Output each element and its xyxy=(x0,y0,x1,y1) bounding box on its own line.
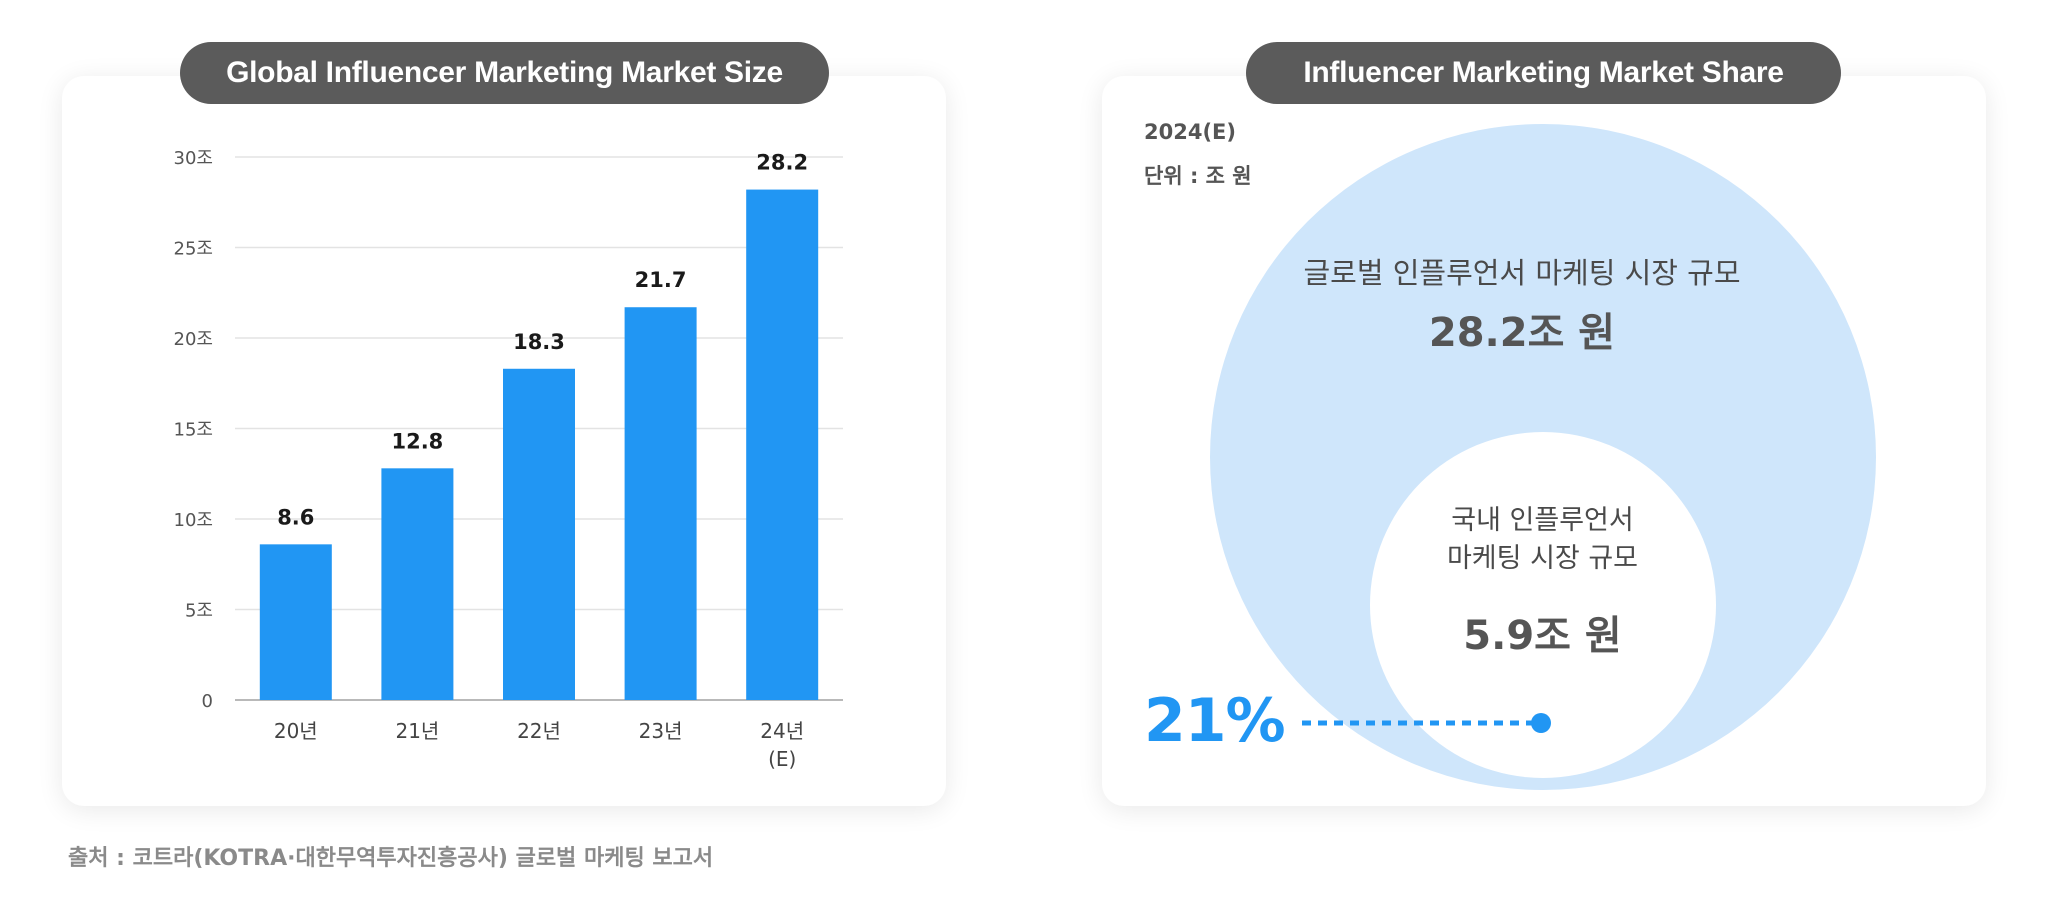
share-percent: 21% xyxy=(1144,686,1286,756)
bar xyxy=(624,307,697,700)
global-market-label: 글로벌 인플루언서 마케팅 시장 규모 xyxy=(1303,256,1741,290)
x-axis-ticks: 20년 21년 22년 23년 24년 (E) xyxy=(274,719,804,771)
source-note: 출처 : 코트라(KOTRA·대한무역투자진흥공사) 글로벌 마케팅 보고서 xyxy=(68,846,714,871)
x-tick-label: 22년 xyxy=(517,719,561,743)
unit-label: 단위 : 조 원 xyxy=(1144,164,1252,188)
y-tick-label: 15조 xyxy=(174,420,213,441)
bar xyxy=(259,544,332,700)
domestic-market-value: 5.9조 원 xyxy=(1463,613,1622,659)
share-leader-dot xyxy=(1531,713,1551,733)
x-tick-label: 21년 xyxy=(395,719,439,743)
year-label: 2024(E) xyxy=(1144,120,1236,144)
bar xyxy=(381,468,454,700)
x-tick-label: 20년 xyxy=(274,719,318,743)
y-tick-label: 5조 xyxy=(185,601,213,622)
data-label: 18.3 xyxy=(513,330,565,354)
data-label: 12.8 xyxy=(391,429,443,453)
domestic-market-label: 국내 인플루언서 마케팅 시장 규모 xyxy=(1446,505,1639,574)
y-tick-label: 0 xyxy=(202,691,213,712)
y-tick-label: 20조 xyxy=(174,329,213,350)
bars xyxy=(259,189,819,700)
y-tick-label: 25조 xyxy=(174,239,213,260)
market-share-title: Influencer Marketing Market Share xyxy=(1246,42,1841,104)
bar xyxy=(503,368,575,700)
domestic-market-circle xyxy=(1370,432,1716,778)
y-axis-ticks: 0 5조 10조 15조 20조 25조 30조 xyxy=(174,148,213,712)
x-tick-label: 24년 xyxy=(760,719,804,743)
market-size-title: Global Influencer Marketing Market Size xyxy=(180,42,829,104)
y-tick-label: 10조 xyxy=(174,510,213,531)
x-tick-label: 23년 xyxy=(639,719,683,743)
data-label: 28.2 xyxy=(756,151,808,175)
data-label: 21.7 xyxy=(635,268,687,292)
y-tick-label: 30조 xyxy=(174,148,213,169)
data-label: 8.6 xyxy=(277,505,314,529)
global-market-value: 28.2조 원 xyxy=(1428,310,1616,356)
data-labels: 8.6 12.8 18.3 21.7 28.2 xyxy=(277,151,808,530)
x-tick-label: (E) xyxy=(768,747,796,771)
bar xyxy=(746,189,819,700)
